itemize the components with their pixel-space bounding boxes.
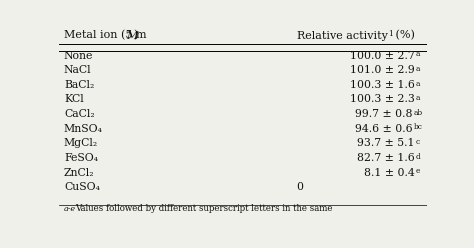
Text: BaCl₂: BaCl₂: [64, 80, 94, 90]
Text: c: c: [416, 138, 420, 146]
Text: (%): (%): [392, 30, 415, 40]
Text: CaCl₂: CaCl₂: [64, 109, 95, 119]
Text: 93.7 ± 5.1: 93.7 ± 5.1: [357, 138, 415, 148]
Text: FeSO₄: FeSO₄: [64, 153, 98, 163]
Text: 1: 1: [388, 30, 393, 38]
Text: None: None: [64, 51, 93, 61]
Text: 101.0 ± 2.9: 101.0 ± 2.9: [350, 65, 415, 75]
Text: KCl: KCl: [64, 94, 83, 104]
Text: 100.3 ± 1.6: 100.3 ± 1.6: [350, 80, 415, 90]
Text: a-e: a-e: [64, 205, 76, 213]
Text: 94.6 ± 0.6: 94.6 ± 0.6: [355, 124, 413, 134]
Text: NaCl: NaCl: [64, 65, 91, 75]
Text: 8.1 ± 0.4: 8.1 ± 0.4: [364, 168, 415, 178]
Text: ): ): [133, 30, 137, 40]
Text: MgCl₂: MgCl₂: [64, 138, 98, 148]
Text: e: e: [416, 167, 420, 175]
Text: Metal ion (5 m: Metal ion (5 m: [64, 30, 146, 40]
Text: a: a: [416, 94, 420, 102]
Text: bc: bc: [413, 124, 422, 131]
Text: CuSO₄: CuSO₄: [64, 182, 100, 192]
Text: a: a: [416, 80, 420, 88]
Text: 100.3 ± 2.3: 100.3 ± 2.3: [350, 94, 415, 104]
Text: MnSO₄: MnSO₄: [64, 124, 103, 134]
Text: ab: ab: [413, 109, 422, 117]
Text: d: d: [416, 153, 420, 161]
Text: M: M: [126, 31, 137, 40]
Text: Values followed by different superscript letters in the same: Values followed by different superscript…: [75, 204, 332, 213]
Text: 0: 0: [296, 182, 303, 192]
Text: Relative activity: Relative activity: [297, 31, 388, 40]
Text: ZnCl₂: ZnCl₂: [64, 168, 94, 178]
Text: 99.7 ± 0.8: 99.7 ± 0.8: [355, 109, 413, 119]
Text: a: a: [416, 50, 420, 58]
Text: 100.0 ± 2.7: 100.0 ± 2.7: [350, 51, 415, 61]
Text: a: a: [416, 65, 420, 73]
Text: 82.7 ± 1.6: 82.7 ± 1.6: [357, 153, 415, 163]
